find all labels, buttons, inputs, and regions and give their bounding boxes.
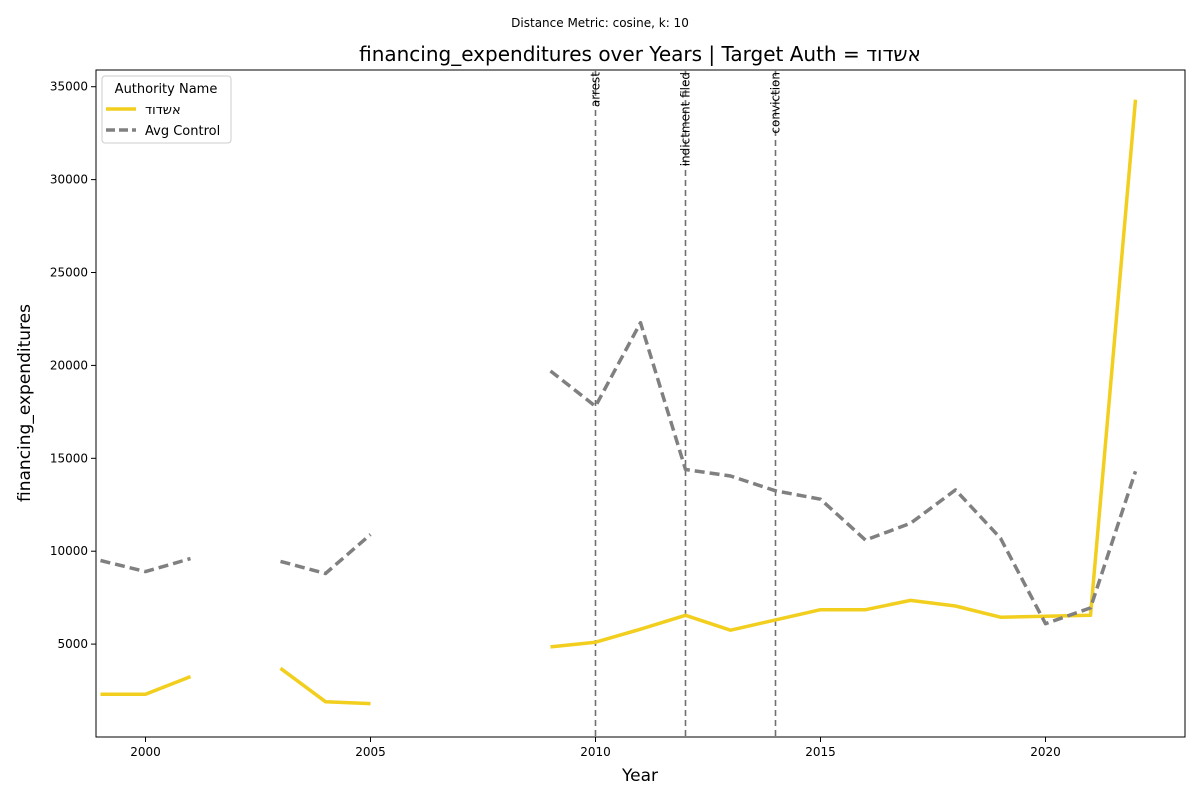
series-line-0 — [279, 666, 371, 706]
y-axis: 5000 10000 15000 20000 25000 30000 35000 — [50, 80, 96, 651]
x-tick-label: 2015 — [805, 745, 836, 759]
event-label: conviction — [769, 72, 783, 134]
chart-title: financing_expenditures over Years | Targ… — [359, 42, 921, 66]
x-tick-label: 2010 — [580, 745, 611, 759]
event-label: arrest — [589, 72, 603, 107]
y-tick-label: 20000 — [50, 358, 88, 372]
legend-label-control: Avg Control — [145, 124, 220, 139]
event-label: indictment filed — [679, 72, 693, 166]
x-tick-label: 2020 — [1030, 745, 1061, 759]
x-tick-label: 2000 — [130, 745, 161, 759]
y-tick-label: 25000 — [50, 266, 88, 280]
series-line-0 — [550, 99, 1138, 649]
y-tick-label: 10000 — [50, 544, 88, 558]
series-line-1 — [100, 556, 191, 574]
y-tick-label: 30000 — [50, 173, 88, 187]
legend-title: Authority Name — [115, 82, 218, 97]
plot-area: arrest indictment filed conviction 2000 200… — [50, 69, 1186, 759]
legend-label-target: אשדוד — [145, 103, 181, 118]
x-axis-label: Year — [621, 766, 658, 786]
series-line-1 — [549, 320, 1138, 626]
series-line-1 — [280, 533, 372, 576]
event-lines: arrest indictment filed conviction — [589, 70, 783, 737]
chart-suptitle: Distance Metric: cosine, k: 10 — [511, 16, 689, 30]
y-tick-label: 15000 — [50, 451, 88, 465]
y-tick-label: 5000 — [57, 637, 88, 651]
y-axis-label: financing_expenditures — [15, 304, 35, 502]
chart-legend: Authority Name אשדוד Avg Control — [101, 75, 232, 144]
plot-frame — [95, 69, 1186, 738]
legend-frame — [101, 75, 232, 144]
x-axis: 2000 2005 2010 2015 2020 — [130, 737, 1061, 759]
series-line-0 — [100, 674, 192, 697]
y-tick-label: 35000 — [50, 80, 88, 94]
series-layer — [100, 99, 1138, 706]
x-tick-label: 2005 — [355, 745, 386, 759]
